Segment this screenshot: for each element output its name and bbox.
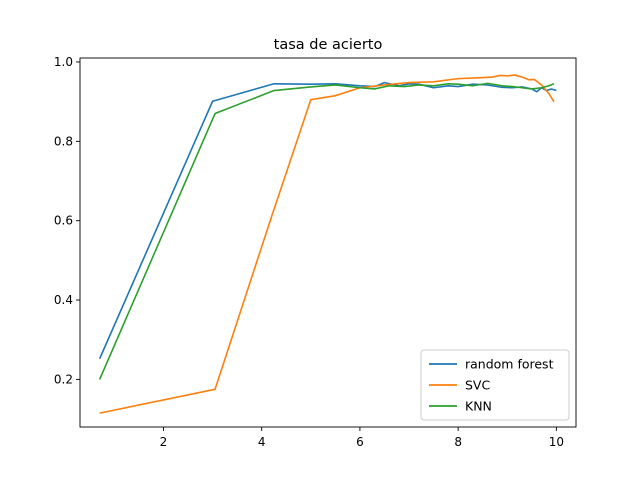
y-tick-label: 0.2 <box>54 372 73 386</box>
series-line-2 <box>98 82 555 380</box>
y-tick-label: 0.6 <box>54 214 73 228</box>
legend-label: KNN <box>465 399 492 414</box>
chart-title: tasa de acierto <box>274 37 383 53</box>
axes: 2 4 6 8 10 0.2 0.4 0.6 0.8 1.0 <box>54 55 577 449</box>
x-tick-label: 8 <box>454 435 462 449</box>
y-tick-label: 1.0 <box>54 55 73 69</box>
x-tick-label: 2 <box>160 435 168 449</box>
x-tick-label: 4 <box>258 435 266 449</box>
series-line-1 <box>99 74 555 414</box>
plot-lines <box>98 74 557 414</box>
legend-box <box>420 349 570 421</box>
plot-frame <box>79 57 577 428</box>
series-line-0 <box>98 81 557 360</box>
y-tick-label: 0.4 <box>54 293 73 307</box>
legend: random forest SVC KNN <box>420 349 570 421</box>
y-tick-label: 0.8 <box>54 134 73 148</box>
x-tick-label: 10 <box>549 435 564 449</box>
legend-label: SVC <box>465 378 490 393</box>
x-tick-label: 6 <box>356 435 364 449</box>
legend-label: random forest <box>465 357 554 372</box>
